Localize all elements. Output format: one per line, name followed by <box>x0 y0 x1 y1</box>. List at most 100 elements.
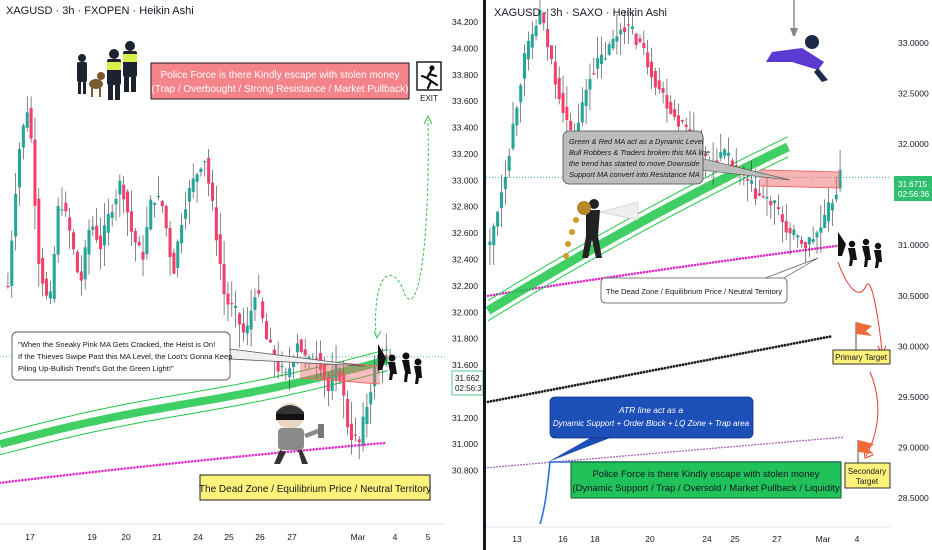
left-pink-ma-dot <box>350 444 354 448</box>
left-candle <box>261 301 265 319</box>
left-candle <box>384 355 388 357</box>
left-pink-ma-dot <box>305 448 309 452</box>
secondary-target-label-2: Target <box>856 477 879 486</box>
right-black-ma-dot <box>537 390 541 394</box>
left-candle <box>41 257 45 284</box>
right-lower-dotted-dot <box>739 445 741 447</box>
left-pink-ma-dot <box>11 480 15 483</box>
right-pink-ma-dot <box>780 251 784 255</box>
right-lower-dotted-dot <box>742 445 744 447</box>
right-lower-dotted-dot <box>628 454 630 457</box>
left-pink-ma-dot <box>174 461 178 465</box>
left-pink-ma-dot <box>222 456 226 460</box>
right-lower-dotted-dot <box>676 450 678 453</box>
right-black-ma-dot <box>561 386 565 389</box>
spotlight-thief-icon <box>563 199 639 259</box>
left-pink-ma-dot <box>216 457 219 461</box>
right-lower-dotted-dot <box>625 455 627 457</box>
right-black-ma-dot <box>495 398 499 402</box>
secondary-flag-icon <box>857 440 874 466</box>
right-lower-dotted-dot <box>703 448 705 450</box>
left-x-tick: 19 <box>87 532 97 542</box>
left-deadzone-box[interactable]: The Dead Zone / Equilibrium Price / Neut… <box>199 474 431 501</box>
right-black-ma-dot <box>579 382 583 386</box>
right-black-ma-dot <box>528 392 532 396</box>
left-price-tag[interactable]: 31.662 02:56:37 <box>451 370 487 396</box>
right-deadzone-callout[interactable]: The Dead Zone / Equilibrium Price / Neut… <box>600 257 819 304</box>
left-police-annotation[interactable]: Police Force is there Kindly escape with… <box>150 62 410 100</box>
right-candle <box>488 241 492 246</box>
left-candle <box>145 226 149 255</box>
left-candle <box>268 339 272 343</box>
right-atr-annotation[interactable]: ATR line act as a Dynamic Support + Orde… <box>548 396 754 462</box>
right-lower-dotted-dot <box>802 439 804 442</box>
right-black-ma-dot <box>570 384 574 388</box>
left-pink-ma-dot <box>133 466 136 469</box>
right-lower-dotted-dot <box>526 463 528 466</box>
left-candle <box>56 206 60 255</box>
left-candle <box>299 339 303 353</box>
right-pink-ma-dot <box>549 284 553 288</box>
right-pink-ma-dot <box>648 270 652 273</box>
right-black-ma-dot <box>597 379 601 383</box>
right-candle <box>665 95 669 109</box>
right-chart-title: XAGUSD · 3h · SAXO · Heikin Ashi <box>494 7 667 19</box>
right-police-annotation[interactable]: Police Force is there Kindly escape with… <box>570 461 842 499</box>
left-pink-ma-dot <box>142 465 146 468</box>
right-pink-ma-dot <box>774 252 778 256</box>
right-chart-panel[interactable]: 33.000032.500032.000031.500031.000030.50… <box>485 0 932 544</box>
left-pink-ma-callout[interactable]: "When the Sneaky Pink MA Gets Cracked, t… <box>11 331 366 381</box>
left-y-tick-labels: 34.200 34.000 33.800 33.600 33.400 33.200 33.0… <box>452 17 478 476</box>
left-pink-ma-dot <box>177 461 181 465</box>
panel-divider <box>483 0 486 550</box>
right-pink-ma-dot <box>681 265 685 269</box>
right-lower-dotted-dot <box>601 457 603 459</box>
right-black-ma-dot <box>651 369 655 372</box>
right-candle <box>646 52 650 68</box>
left-chart-panel[interactable]: 34.200 34.000 33.800 33.600 33.400 33.200 33.0… <box>0 0 487 550</box>
right-black-ma-dot <box>816 337 820 341</box>
right-pink-ma-dot <box>561 282 565 286</box>
right-candle <box>792 229 796 236</box>
right-black-ma-dot <box>783 343 787 347</box>
right-candle <box>819 227 823 233</box>
right-lower-dotted-dot <box>751 444 753 446</box>
right-x-tick: 27 <box>772 534 782 544</box>
right-candle <box>561 92 565 113</box>
left-pink-ma-dot <box>33 477 37 481</box>
left-pink-ma-dot <box>206 458 210 462</box>
left-pink-ma-dot <box>200 459 203 462</box>
right-black-ma-dot <box>615 375 619 379</box>
right-red-ma-band <box>759 169 841 189</box>
left-price-axis[interactable] <box>446 0 483 550</box>
arrow-to-secondary-target <box>865 371 879 457</box>
right-pink-ma-dot <box>738 257 742 261</box>
right-black-ma-dot <box>789 342 793 346</box>
left-pink-ma-dot <box>261 453 264 456</box>
secondary-target-box[interactable]: Secondary Target <box>844 462 891 489</box>
left-candle <box>361 416 365 444</box>
right-black-ma-dot <box>594 379 598 383</box>
right-lower-dotted-dot <box>748 444 750 447</box>
right-lower-dotted-dot <box>592 457 594 460</box>
right-price-tag[interactable]: 31.6715 02:56:36 <box>894 176 932 201</box>
right-pink-ma-dot <box>726 259 730 262</box>
right-pink-ma-dot <box>597 277 601 281</box>
right-candle <box>784 221 788 233</box>
left-pink-ma-dot <box>232 455 235 459</box>
right-gray-annotation[interactable]: Green & Red MA act as a Dynamic Level Bu… <box>562 130 791 185</box>
right-candle <box>503 177 507 190</box>
primary-target-box[interactable]: Primary Target <box>832 349 891 365</box>
right-pink-ma-dot <box>717 260 721 263</box>
left-pink-ma-dot <box>209 458 213 461</box>
left-pink-ma-dot <box>126 466 130 470</box>
left-candle <box>276 359 280 372</box>
left-y-tick: 33.600 <box>452 96 478 106</box>
exit-running-man-icon <box>416 61 442 91</box>
left-pink-ma-dot <box>344 445 347 448</box>
right-candle <box>703 154 707 157</box>
right-candle <box>499 192 503 208</box>
right-lower-dotted-dot <box>817 438 819 441</box>
left-pink-ma-dot <box>190 460 194 463</box>
right-pink-ma-dot <box>582 279 586 283</box>
